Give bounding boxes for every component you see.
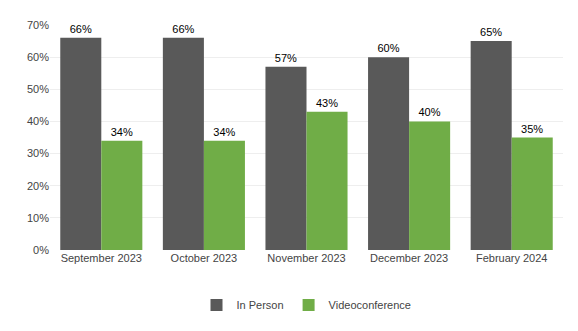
svg-text:40%: 40% <box>27 115 49 127</box>
svg-text:35%: 35% <box>521 123 543 135</box>
svg-text:February 2024: February 2024 <box>476 252 548 264</box>
svg-text:65%: 65% <box>480 26 502 38</box>
svg-text:34%: 34% <box>111 126 133 138</box>
svg-text:30%: 30% <box>27 147 49 159</box>
svg-text:November 2023: November 2023 <box>267 252 345 264</box>
svg-text:September 2023: September 2023 <box>61 252 142 264</box>
svg-text:66%: 66% <box>70 23 92 35</box>
svg-text:57%: 57% <box>275 52 297 64</box>
svg-text:70%: 70% <box>27 19 49 31</box>
svg-text:34%: 34% <box>213 126 235 138</box>
svg-text:October 2023: October 2023 <box>171 252 238 264</box>
svg-text:10%: 10% <box>27 212 49 224</box>
svg-text:Videoconference: Videoconference <box>329 299 411 311</box>
svg-text:43%: 43% <box>316 97 338 109</box>
svg-text:60%: 60% <box>27 51 49 63</box>
svg-text:December 2023: December 2023 <box>370 252 448 264</box>
svg-text:20%: 20% <box>27 180 49 192</box>
svg-text:66%: 66% <box>172 23 194 35</box>
svg-text:60%: 60% <box>377 42 399 54</box>
svg-text:40%: 40% <box>419 106 441 118</box>
svg-text:0%: 0% <box>33 244 49 256</box>
svg-text:50%: 50% <box>27 83 49 95</box>
svg-text:In Person: In Person <box>237 299 284 311</box>
